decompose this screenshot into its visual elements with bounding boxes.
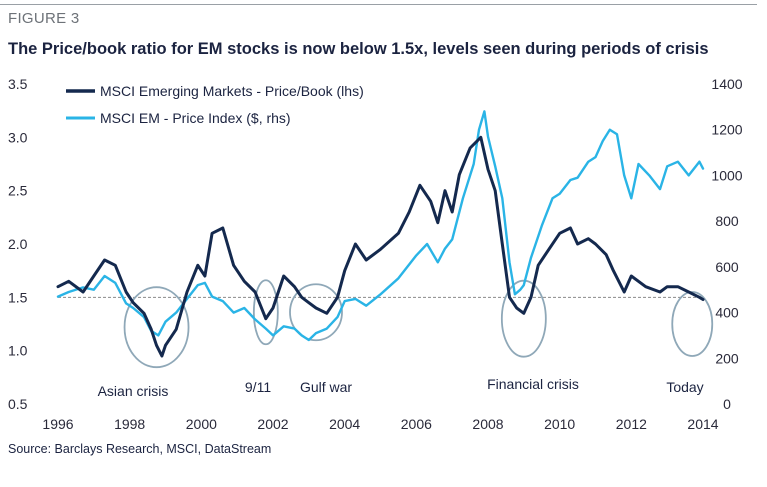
x-tick-label: 2010 bbox=[544, 416, 575, 432]
source-note: Source: Barclays Research, MSCI, DataStr… bbox=[8, 442, 272, 456]
y-right-tick-label: 1000 bbox=[711, 167, 742, 183]
x-tick-label: 2008 bbox=[472, 416, 503, 432]
y-left-tick-label: 0.5 bbox=[8, 396, 28, 412]
annotation-label: Gulf war bbox=[300, 379, 352, 395]
x-tick-label: 2002 bbox=[257, 416, 288, 432]
y-right-tick-label: 1400 bbox=[711, 76, 742, 92]
y-left-tick-label: 2.0 bbox=[8, 236, 28, 252]
annotations: Asian crisis 9/11 Gulf war Financial crisis… bbox=[98, 376, 704, 399]
y-right-tick-label: 0 bbox=[723, 396, 731, 412]
y-left-tick-label: 1.5 bbox=[8, 289, 28, 305]
x-tick-label: 2004 bbox=[329, 416, 360, 432]
series-line-price-book bbox=[56, 135, 705, 358]
y-right-tick-label: 1200 bbox=[711, 122, 742, 138]
figure-label: FIGURE 3 bbox=[8, 10, 80, 27]
y-right-tick-label: 600 bbox=[715, 259, 739, 275]
crisis-circle bbox=[252, 279, 279, 346]
x-tick-label: 2006 bbox=[401, 416, 432, 432]
axis-layer: 0.5 1.0 1.5 2.0 2.5 3.0 3.5 0 200 400 600 800 1000 12… bbox=[8, 76, 743, 432]
x-tick-label: 2014 bbox=[687, 416, 718, 432]
crisis-circles bbox=[123, 279, 714, 369]
legend-price-book-label: MSCI Emerging Markets - Price/Book (lhs) bbox=[100, 83, 364, 99]
x-tick-label: 2012 bbox=[616, 416, 647, 432]
annotation-label: 9/11 bbox=[245, 379, 271, 395]
crisis-circle bbox=[289, 283, 343, 342]
y-right-tick-label: 400 bbox=[715, 305, 739, 321]
crisis-circle bbox=[123, 286, 190, 369]
legend: MSCI Emerging Markets - Price/Book (lhs)… bbox=[66, 83, 364, 126]
x-tick-label: 1998 bbox=[114, 416, 145, 432]
series-layer bbox=[56, 110, 705, 358]
top-rule bbox=[0, 4, 757, 5]
annotation-label: Asian crisis bbox=[98, 383, 169, 399]
chart-title: The Price/book ratio for EM stocks is no… bbox=[8, 40, 709, 58]
crisis-circle bbox=[671, 291, 714, 357]
x-tick-label: 2000 bbox=[186, 416, 217, 432]
y-right-tick-label: 800 bbox=[715, 213, 739, 229]
annotation-label: Today bbox=[666, 379, 703, 395]
y-left-tick-label: 1.0 bbox=[8, 343, 28, 359]
y-left-tick-label: 3.0 bbox=[8, 129, 28, 145]
y-left-tick-label: 2.5 bbox=[8, 183, 28, 199]
series-line-price-index bbox=[56, 110, 705, 342]
x-tick-label: 1996 bbox=[42, 416, 73, 432]
legend-price-index-label: MSCI EM - Price Index ($, rhs) bbox=[100, 110, 291, 126]
annotation-label: Financial crisis bbox=[487, 376, 579, 392]
y-left-tick-label: 3.5 bbox=[8, 76, 28, 92]
y-right-tick-label: 200 bbox=[715, 350, 739, 366]
